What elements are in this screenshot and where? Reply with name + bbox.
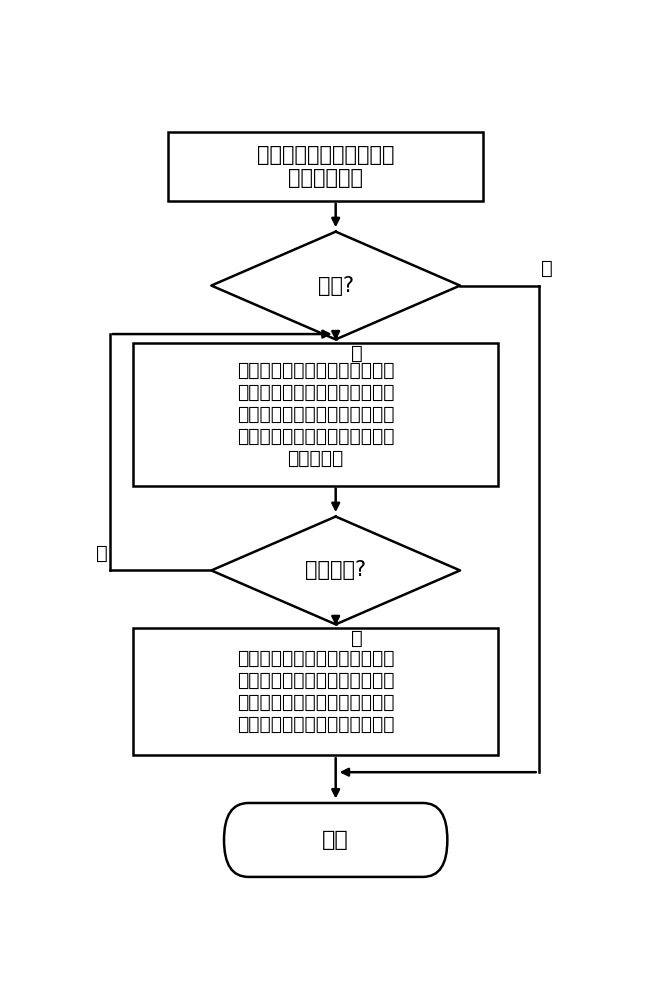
Text: 结束: 结束 xyxy=(322,830,349,850)
FancyBboxPatch shape xyxy=(132,628,498,755)
Text: 电流源型换流器输送的功率将恢
复至故障前的功率，电压源型换
流器产生的直流电压及输出的交
流电流将恢复至故障前的水平。: 电流源型换流器输送的功率将恢 复至故障前的功率，电压源型换 流器产生的直流电压及… xyxy=(236,649,394,734)
Text: 否: 否 xyxy=(96,544,107,563)
Polygon shape xyxy=(212,517,460,624)
FancyBboxPatch shape xyxy=(132,343,498,486)
Polygon shape xyxy=(212,232,460,339)
Text: 是: 是 xyxy=(351,629,363,648)
Text: 电流源型换流器输送的功率将被
改变，电压源型换流器产生的直
流电压或输出的交流电流或产生
的直流电压和输出的交流电流将
发生改变。: 电流源型换流器输送的功率将被 改变，电压源型换流器产生的直 流电压或输出的交流电… xyxy=(236,361,394,468)
FancyBboxPatch shape xyxy=(168,132,483,201)
Text: 判断混合背靠背直流输电
装置是否故障: 判断混合背靠背直流输电 装置是否故障 xyxy=(257,145,394,188)
Text: 否: 否 xyxy=(541,259,553,278)
FancyBboxPatch shape xyxy=(224,803,447,877)
Text: 是: 是 xyxy=(351,344,363,363)
Text: 故障消失?: 故障消失? xyxy=(305,560,366,580)
Text: 故障?: 故障? xyxy=(318,276,354,296)
